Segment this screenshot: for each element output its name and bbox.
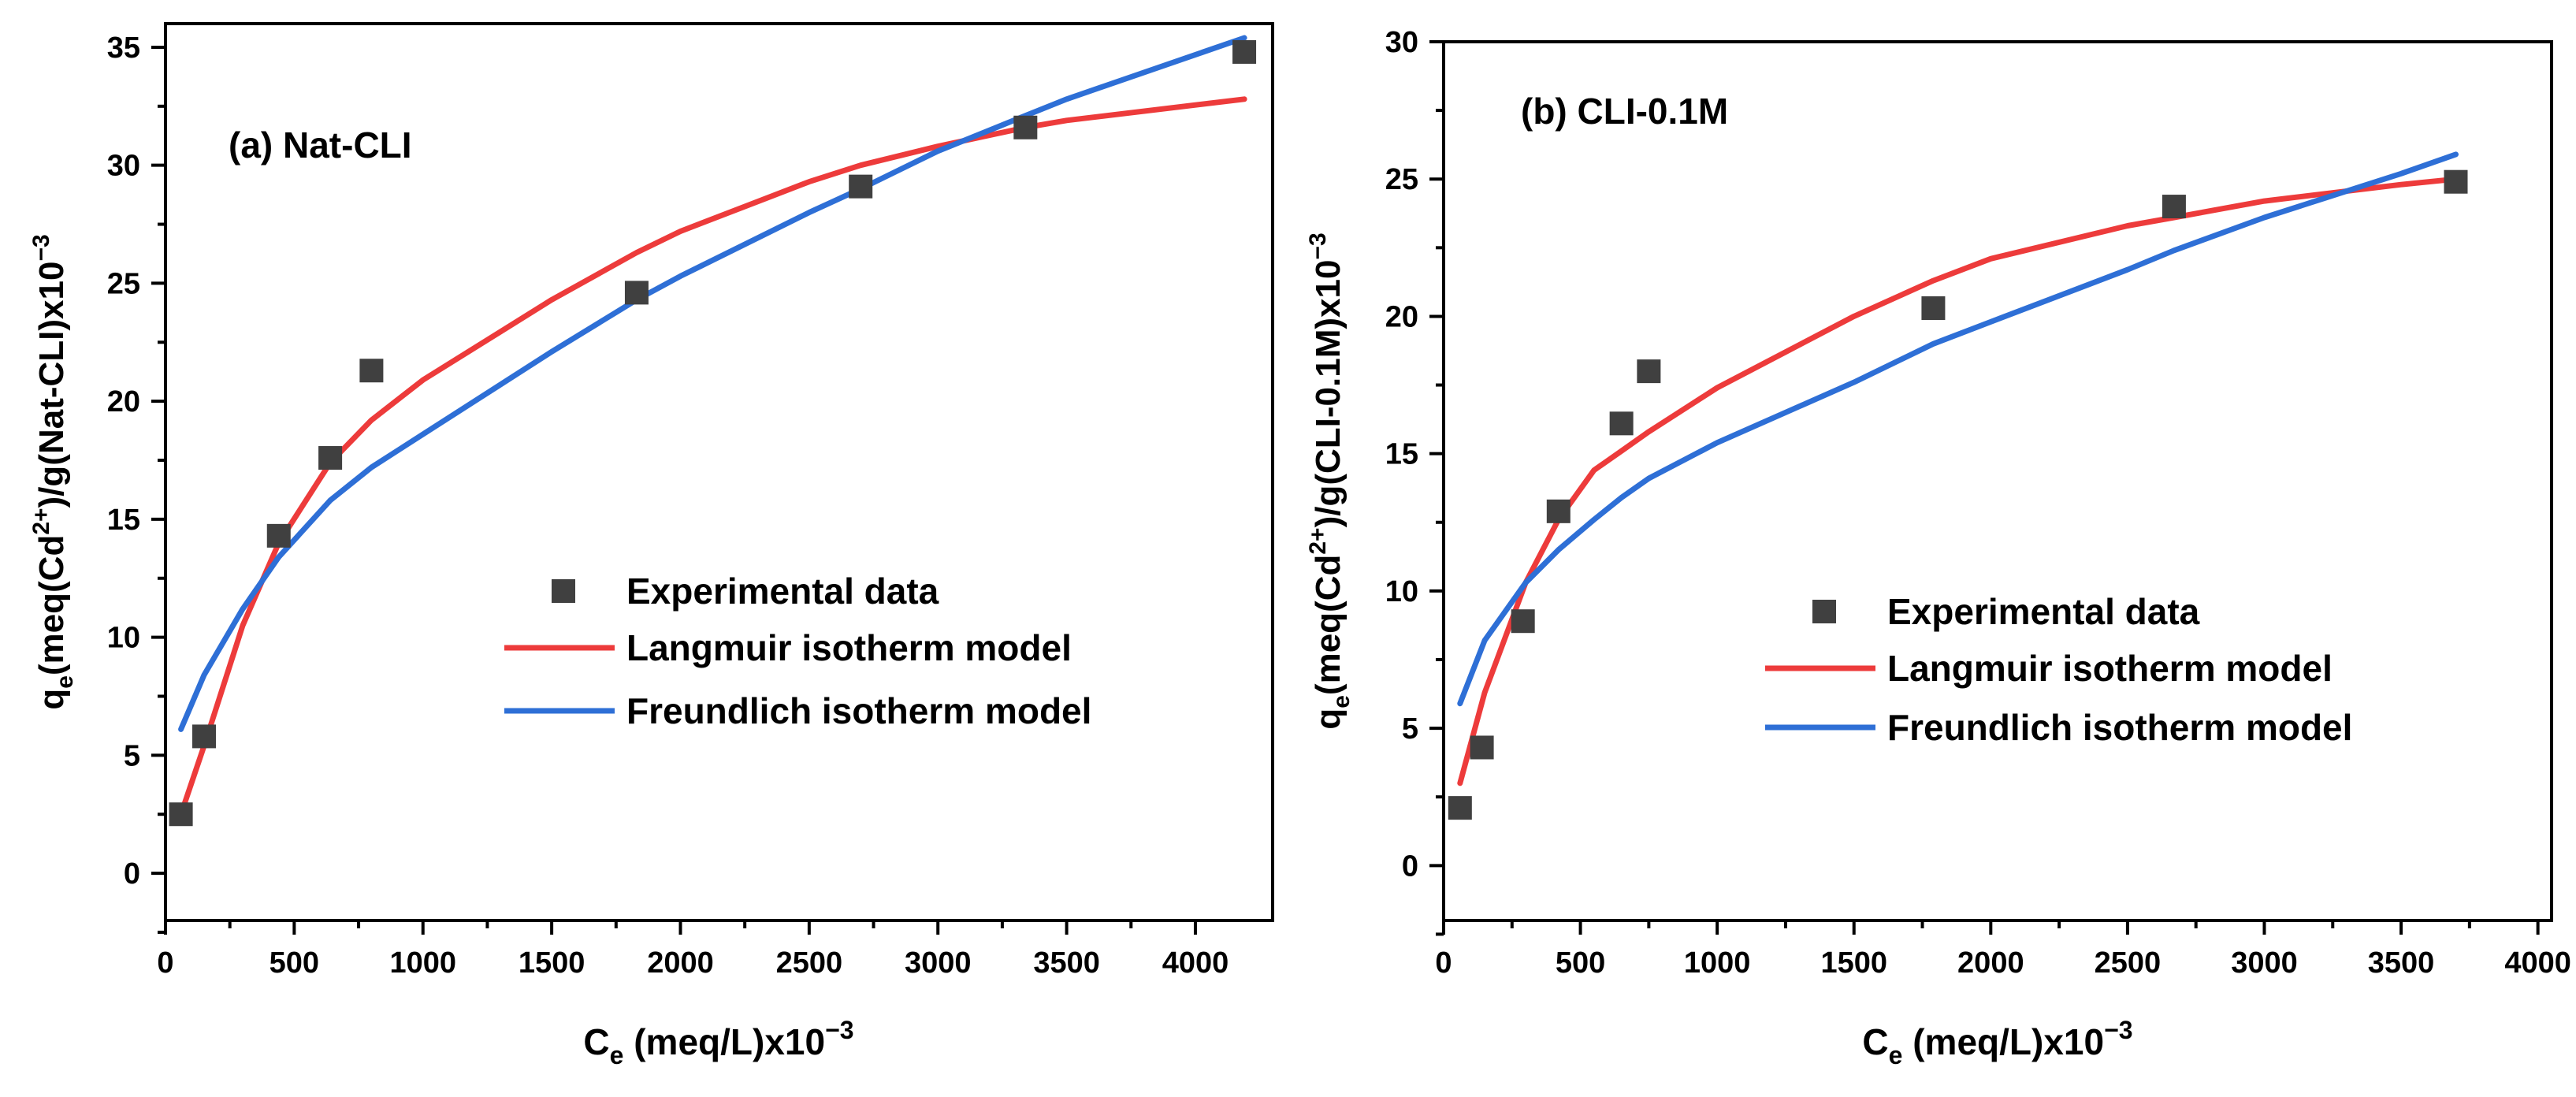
- y-tick-label: 25: [1385, 163, 1418, 196]
- x-tick-label: 3500: [1033, 946, 1100, 980]
- y-tick-label: 5: [1402, 712, 1418, 746]
- x-tick-label: 0: [1435, 946, 1452, 980]
- y-tick-label: 20: [107, 385, 140, 418]
- y-axis-title: qe(meq(Cd2+)/g(CLI-0.1M)x10−3: [1305, 232, 1355, 729]
- y-tick-label: 5: [124, 739, 140, 772]
- x-tick-label: 3500: [2368, 946, 2435, 980]
- experimental-data-point: [192, 724, 217, 749]
- experimental-data-point: [1448, 796, 1472, 820]
- x-tick-label: 3000: [2231, 946, 2298, 980]
- x-tick-label: 2000: [1957, 946, 2024, 980]
- experimental-data-point: [266, 523, 291, 548]
- y-tick-label: 10: [1385, 575, 1418, 608]
- x-tick-label: 2500: [2095, 946, 2162, 980]
- legend-label: Experimental data: [626, 571, 939, 612]
- legend-experimental-marker: [1812, 600, 1836, 623]
- legend-label: Langmuir isotherm model: [626, 627, 1072, 668]
- y-tick-label: 10: [107, 622, 140, 655]
- plot-frame: [1442, 40, 2553, 922]
- experimental-data-point: [318, 446, 343, 470]
- experimental-data-point: [2162, 195, 2186, 219]
- y-tick-label: 0: [124, 857, 140, 891]
- freundlich-model-line: [178, 35, 1247, 732]
- x-axis-title: Ce (meq/L)x10−3: [583, 1016, 853, 1069]
- experimental-data-point: [624, 281, 649, 305]
- y-tick-label: 25: [107, 267, 140, 300]
- legend-label: Freundlich isotherm model: [1887, 707, 2352, 748]
- y-axis-title: qe(meq(Cd2+)/g(Nat-CLI)x10−3: [28, 234, 78, 709]
- x-tick-label: 500: [1556, 946, 1605, 980]
- x-tick-label: 500: [269, 946, 319, 980]
- experimental-data-point: [1013, 115, 1038, 139]
- x-tick-label: 1000: [389, 946, 456, 980]
- y-tick-label: 30: [1385, 26, 1418, 59]
- x-tick-label: 2500: [776, 946, 843, 980]
- panel-label: (b) CLI-0.1M: [1521, 91, 1728, 132]
- experimental-data-point: [359, 359, 384, 383]
- y-tick-label: 30: [107, 150, 140, 183]
- chart-panel-b: 0 500 1000 1500 2000 2500 3000 3500 4000 0 5 10 15 20…: [1305, 26, 2571, 1069]
- experimental-data-point: [169, 802, 193, 827]
- y-tick-label: 0: [1402, 850, 1418, 883]
- x-tick-label: 4000: [1162, 946, 1229, 980]
- x-tick-label: 0: [157, 946, 173, 980]
- x-tick-label: 1000: [1684, 946, 1751, 980]
- chart-panel-a: 0 500 1000 1500 2000 2500 3000 3500 4000 0 5 10 15 20…: [28, 22, 1274, 1069]
- experimental-data-point: [1921, 296, 1946, 320]
- experimental-data-point: [1470, 735, 1494, 760]
- y-tick-label: 35: [107, 32, 140, 65]
- y-tick-label: 15: [1385, 438, 1418, 471]
- legend-label: Langmuir isotherm model: [1887, 648, 2333, 689]
- experimental-data-point: [1546, 499, 1571, 523]
- langmuir-model-line: [1457, 176, 2459, 786]
- x-tick-label: 2000: [647, 946, 714, 980]
- legend-label: Experimental data: [1887, 591, 2200, 632]
- y-tick-label: 20: [1385, 300, 1418, 333]
- x-tick-label: 1500: [519, 946, 585, 980]
- x-tick-label: 4000: [2504, 946, 2571, 980]
- x-tick-label: 1500: [1820, 946, 1887, 980]
- legend-label: Freundlich isotherm model: [626, 690, 1091, 731]
- experimental-data-point: [849, 174, 873, 199]
- x-axis-title: Ce (meq/L)x10−3: [1862, 1016, 2132, 1069]
- panel-label: (a) Nat-CLI: [229, 125, 412, 165]
- freundlich-model-line: [1457, 151, 2459, 707]
- experimental-data-point: [1609, 411, 1634, 436]
- experimental-data-point: [1511, 609, 1535, 634]
- legend-experimental-marker: [552, 579, 575, 603]
- experimental-data-point: [1637, 359, 1661, 384]
- plot-frame: [164, 22, 1274, 922]
- x-tick-label: 3000: [905, 946, 972, 980]
- experimental-data-point: [2444, 169, 2468, 194]
- y-tick-label: 15: [107, 504, 140, 537]
- experimental-data-point: [1232, 39, 1257, 64]
